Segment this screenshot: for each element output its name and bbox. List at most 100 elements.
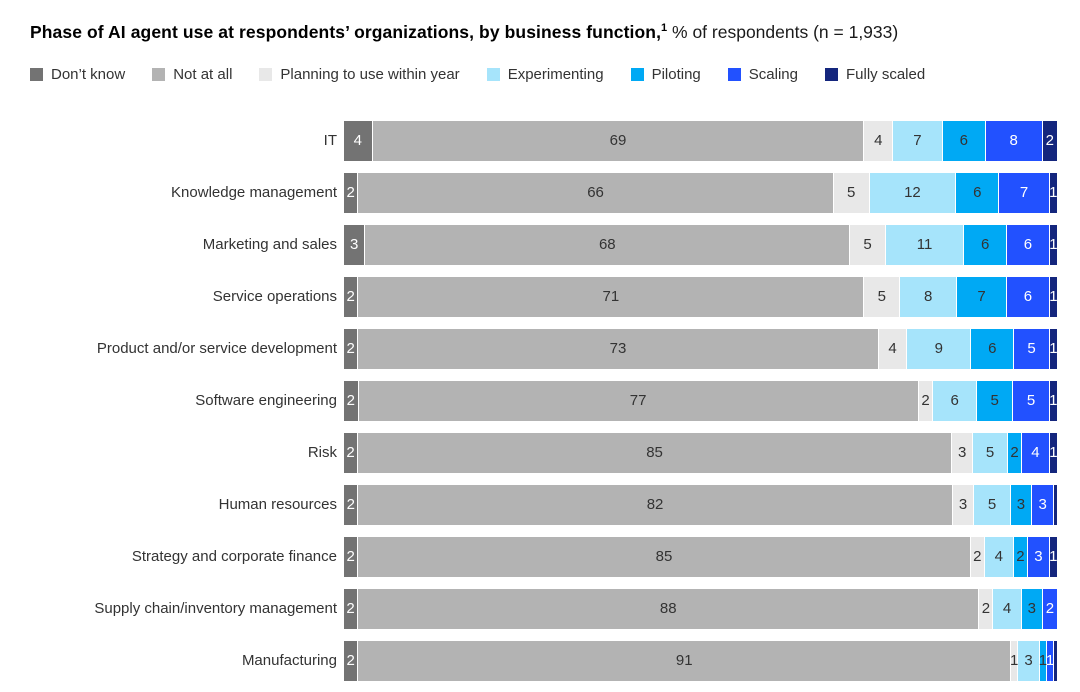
row-label: Product and/or service development [96, 339, 337, 357]
bar-segment: 8 [900, 276, 958, 317]
row-label: Marketing and sales [202, 235, 337, 253]
bar-segment: 77 [358, 380, 919, 421]
bar-segment: 1 [1049, 276, 1058, 317]
legend-swatch-icon [824, 67, 838, 81]
bar-segment: 4 [878, 328, 908, 369]
bar-segment: 3 [344, 224, 366, 265]
row-label: Knowledge management [171, 183, 337, 201]
bar-segment: 2 [1042, 588, 1057, 629]
bar-segment: 3 [952, 432, 974, 473]
chart-title-bold: Phase of AI agent use at respondents’ or… [30, 21, 662, 42]
legend-swatch-icon [486, 67, 500, 81]
chart-row: Manufacturing 2 91 1 3 1 1 [30, 640, 1057, 681]
legend-item: Piloting [630, 66, 701, 83]
bar-segment: 2 [344, 328, 359, 369]
chart-row: Strategy and corporate finance 2 85 2 4 2 3 1 [30, 536, 1057, 577]
bar: 2 88 2 4 3 2 [344, 588, 1057, 629]
bar-segment: 2 [970, 536, 985, 577]
bar-segment: 4 [993, 588, 1022, 629]
chart-row: Risk 2 85 3 5 2 4 1 [30, 432, 1058, 473]
bar-segment: 5 [973, 432, 1009, 473]
bar-segment: 7 [893, 120, 943, 161]
bar-segment: 6 [956, 172, 1000, 213]
bar-segment: 3 [952, 484, 975, 525]
bar-segment: 7 [999, 172, 1050, 213]
bar-segment: 82 [358, 484, 953, 525]
row-label: Manufacturing [241, 651, 337, 669]
bar-segment: 4 [344, 120, 373, 161]
bar: 2 85 3 5 2 4 1 [344, 432, 1058, 473]
bar-segment: 8 [985, 120, 1043, 161]
bar-segment: 2 [1013, 536, 1029, 577]
bar-segment: 6 [942, 120, 986, 161]
bar-segment: 12 [869, 172, 957, 213]
bar-segment: 91 [358, 640, 1012, 681]
legend-item: Don’t know [30, 66, 125, 83]
bar: 2 77 2 6 5 5 1 [344, 380, 1058, 421]
chart-row: Software engineering 2 77 2 6 5 5 1 [30, 380, 1058, 421]
bar-segment [1054, 484, 1057, 525]
legend-swatch-icon [30, 67, 43, 81]
chart-row: Service operations 2 71 5 8 7 6 1 [30, 276, 1058, 317]
legend-swatch-icon [259, 67, 273, 81]
row-label: Strategy and corporate finance [131, 547, 337, 565]
legend-label: Planning to use within year [280, 65, 460, 83]
bar-segment: 85 [358, 536, 971, 577]
bar: 2 91 1 3 1 1 [344, 640, 1057, 681]
bar-segment: 3 [1021, 588, 1043, 629]
chart-row: Product and/or service development 2 73 4 9 6… [30, 328, 1058, 369]
row-label: IT [323, 131, 337, 149]
bar: 2 71 5 8 7 6 1 [344, 276, 1058, 317]
bar-segment: 1 [1049, 328, 1058, 369]
bar-segment: 2 [1042, 120, 1057, 161]
bar-segment: 6 [1007, 276, 1050, 317]
bar-segment: 2 [344, 588, 359, 629]
legend-item: Scaling [727, 65, 798, 83]
bar-segment: 6 [933, 380, 977, 421]
stacked-bar-chart: IT 4 69 4 7 6 8 2 Knowledge management 2 66 5 12 6 7 1 M… [30, 120, 1058, 681]
legend-label: Not at all [173, 65, 233, 83]
bar-segment: 1 [1010, 640, 1018, 681]
bar-segment: 1 [1049, 536, 1057, 577]
bar-segment: 9 [907, 328, 972, 369]
bar: 2 66 5 12 6 7 1 [344, 172, 1058, 213]
chart-title: Phase of AI agent use at respondents’ or… [30, 16, 1057, 44]
legend-item: Not at all [152, 66, 232, 83]
bar-segment: 3 [1018, 640, 1040, 681]
chart-row: Marketing and sales 3 68 5 11 6 6 1 [30, 224, 1058, 265]
legend-swatch-icon [630, 67, 644, 81]
bar-segment: 2 [344, 536, 359, 577]
bar-segment: 6 [1007, 224, 1050, 265]
bar-segment: 2 [344, 276, 359, 317]
bar-segment: 2 [1008, 432, 1022, 473]
bar-segment: 71 [358, 276, 865, 317]
bar-segment: 1 [1049, 432, 1058, 473]
bar-segment [1054, 640, 1057, 681]
bar-segment: 5 [1013, 380, 1050, 421]
bar-segment: 6 [971, 328, 1015, 369]
bar-segment: 2 [979, 588, 994, 629]
bar-segment: 4 [1022, 432, 1050, 473]
bar-segment: 1 [1039, 640, 1047, 681]
bar: 3 68 5 11 6 6 1 [344, 224, 1058, 265]
bar-segment: 11 [885, 224, 965, 265]
row-label: Software engineering [195, 391, 337, 409]
legend-label: Scaling [748, 65, 798, 83]
chart-row: Supply chain/inventory management 2 88 2 4 3 2 [30, 588, 1057, 629]
bar-segment: 5 [864, 276, 901, 317]
bar: 2 85 2 4 2 3 1 [344, 536, 1057, 577]
legend-swatch-icon [152, 67, 166, 81]
bar: 2 73 4 9 6 5 1 [344, 328, 1058, 369]
bar-segment: 3 [1028, 536, 1050, 577]
bar-segment: 68 [365, 224, 851, 265]
bar-segment: 2 [344, 484, 359, 525]
legend-item: Planning to use within year [259, 65, 460, 83]
legend-swatch-icon [727, 67, 741, 81]
row-label: Risk [307, 443, 337, 461]
bar-segment: 2 [344, 640, 359, 681]
bar-segment: 4 [984, 536, 1014, 577]
chart-title-regular: % of respondents (n = 1,933) [667, 21, 899, 42]
row-label: Supply chain/inventory management [94, 599, 337, 617]
bar-segment: 73 [358, 328, 879, 369]
